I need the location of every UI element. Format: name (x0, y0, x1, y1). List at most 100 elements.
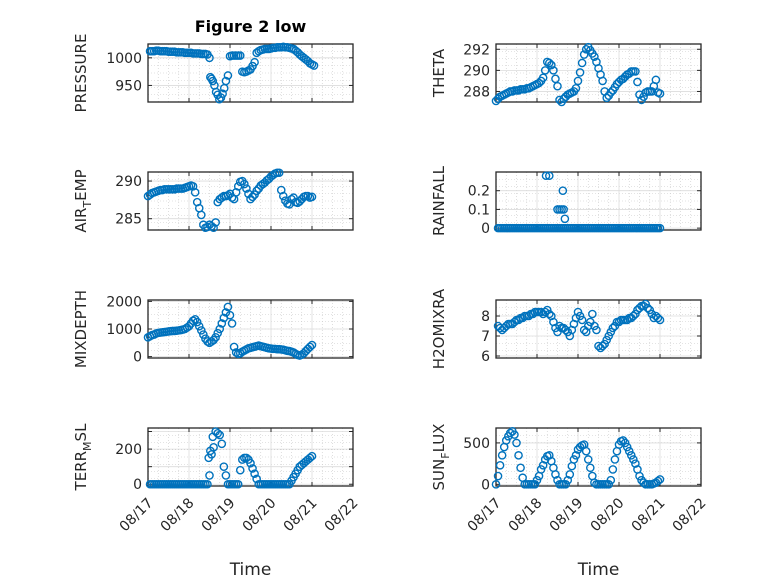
data-point (604, 480, 614, 489)
data-point (530, 480, 540, 489)
data-point (217, 319, 227, 328)
axis-frame (147, 427, 354, 487)
data-point (655, 223, 665, 233)
data-point (559, 205, 568, 214)
data-point (233, 479, 243, 489)
data-point (560, 214, 570, 224)
data-point (558, 186, 568, 196)
data-point (307, 192, 317, 202)
data-point (274, 168, 284, 178)
subplot-7: 0 200 08/17 08/18 08/19 08/20 08/21 08/22 Time TE… (72, 423, 361, 580)
data-point (631, 67, 640, 76)
data-point (532, 475, 542, 485)
data-point (538, 460, 548, 470)
data-point (501, 436, 511, 445)
data-point (512, 438, 521, 448)
data-point (514, 315, 523, 325)
data-point (620, 438, 630, 448)
major-grid (495, 300, 702, 358)
data-point (495, 460, 505, 470)
data-point (639, 478, 648, 487)
y-tick-label: 0.2 (468, 184, 490, 200)
data-point (571, 451, 581, 460)
data-point (629, 455, 638, 464)
x-tick-label: 08/17 (465, 495, 505, 535)
y-tick-label: 6 (481, 349, 490, 365)
data-series (145, 42, 319, 104)
data-point (242, 184, 251, 193)
data-point (581, 446, 591, 456)
x-tick-label: 08/17 (117, 495, 157, 535)
x-tick-label: 08/21 (281, 495, 321, 535)
data-point (248, 192, 257, 202)
data-point (635, 471, 644, 481)
y-axis-label: TERRMSL (72, 423, 94, 492)
data-point (536, 465, 546, 474)
data-point (608, 465, 618, 474)
data-point (540, 66, 550, 75)
data-point (516, 463, 525, 473)
y-axis-label: SUNFLUX (430, 424, 452, 491)
data-point (643, 303, 653, 313)
data-point (553, 81, 562, 91)
data-point (208, 432, 218, 442)
data-point (624, 446, 634, 456)
data-point (571, 83, 581, 93)
minor-grid (496, 428, 701, 486)
x-tick-label: 08/18 (506, 495, 546, 535)
data-point (491, 480, 501, 489)
data-point (586, 463, 595, 473)
subplot-6: 6 7 8 H2OMIXRA (430, 288, 702, 369)
data-series (143, 168, 317, 233)
data-point (211, 332, 220, 342)
data-point (205, 471, 214, 480)
data-point (199, 330, 208, 339)
data-point (545, 309, 554, 319)
data-point (203, 479, 212, 489)
data-point (541, 171, 551, 181)
data-point (229, 342, 239, 352)
data-point (655, 89, 665, 98)
data-point (227, 193, 237, 202)
data-point (565, 470, 575, 479)
axis-frame (147, 171, 354, 231)
data-point (618, 436, 628, 445)
data-point (590, 478, 599, 487)
y-axis-label: H2OMIXRA (430, 288, 448, 369)
data-point (655, 315, 665, 325)
data-point (549, 66, 558, 75)
data-point (534, 78, 544, 88)
data-point (590, 52, 599, 61)
data-point (246, 458, 255, 468)
data-point (235, 51, 245, 60)
y-tick-label: 0 (481, 221, 490, 237)
x-tick-label: 08/20 (240, 495, 280, 535)
data-point (569, 455, 579, 464)
data-point (250, 57, 259, 67)
y-axis-label: MIXDEPTH (72, 290, 90, 368)
y-tick-label: 290 (463, 63, 490, 79)
data-point (497, 451, 507, 460)
subplot-2: 288 290 292 THETA (430, 42, 702, 107)
y-tick-label: 500 (463, 436, 490, 452)
subplot-3: 285 290 AIRTEMP (72, 168, 354, 233)
data-point (598, 341, 607, 351)
data-point (538, 73, 548, 83)
x-tick-label: 08/19 (199, 495, 239, 535)
y-tick-label: 0 (133, 477, 142, 493)
data-point (208, 76, 218, 86)
data-point (227, 319, 237, 328)
data-point (305, 453, 315, 463)
y-tick-label: 0.1 (468, 202, 490, 218)
data-point (194, 321, 204, 331)
data-point (651, 75, 661, 85)
subplot-5: 0 1000 2000 MIXDEPTH (72, 290, 354, 368)
x-axis-label: Time (229, 560, 272, 580)
subplot-4: 0 0.1 0.2 RAINFALL (430, 165, 702, 237)
x-tick-label: 08/21 (629, 495, 669, 535)
data-series (493, 171, 665, 233)
y-tick-label: 292 (463, 42, 490, 58)
data-point (221, 76, 231, 86)
data-point (627, 451, 636, 460)
